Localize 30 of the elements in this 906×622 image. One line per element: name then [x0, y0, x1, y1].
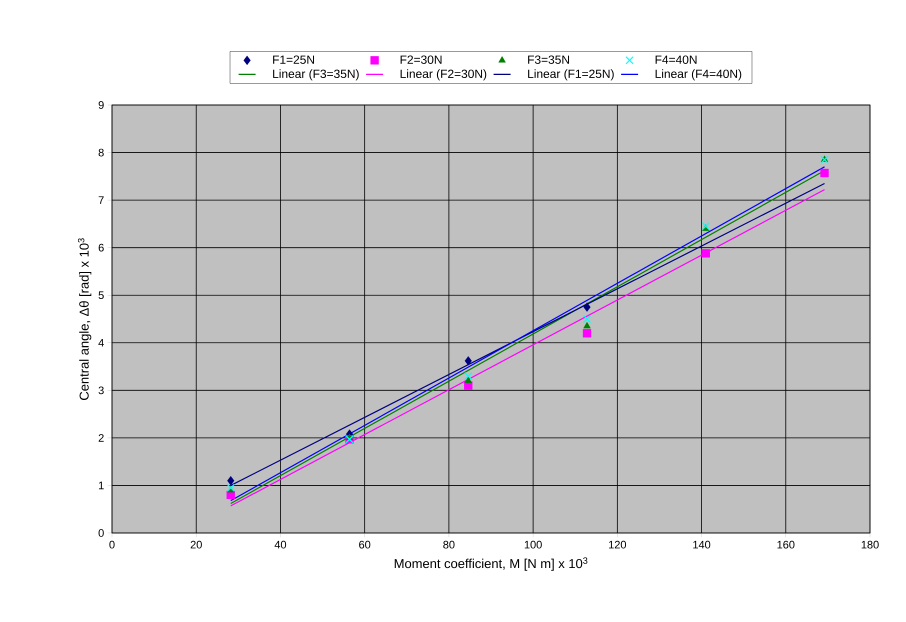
- legend-label: Linear (F1=25N): [528, 69, 614, 80]
- x-tick-label: 20: [190, 540, 202, 549]
- legend-label: Linear (F4=40N): [656, 69, 742, 80]
- x-tick-label: 140: [693, 540, 710, 549]
- x-tick-label: 120: [609, 540, 626, 549]
- y-tick-label: 2: [98, 434, 104, 442]
- x-tick-label: 160: [777, 540, 794, 549]
- x-tick-label: 100: [524, 540, 542, 549]
- x-tick-label: 0: [109, 540, 115, 549]
- y-tick-label: 3: [98, 386, 104, 394]
- x-axis-title: Moment coefficient, M [N m] x 10$^{3}$: [394, 557, 588, 571]
- x-tick-label: 60: [359, 540, 370, 549]
- x-tick-label: 80: [443, 540, 455, 549]
- y-axis-title: Central angle, Δθ [rad] x 10$^{3}$: [78, 238, 92, 400]
- y-tick-label: 4: [98, 339, 104, 347]
- y-tick-label: 0: [98, 529, 104, 537]
- y-tick-label: 8: [98, 148, 104, 156]
- y-tick-label: 5: [98, 291, 104, 300]
- x-tick-label: 180: [862, 540, 879, 549]
- legend-label: F2=30N: [400, 55, 442, 64]
- legend-label: F1=25N: [273, 55, 314, 64]
- y-tick-label: 1: [98, 482, 104, 490]
- y-tick-label: 7: [98, 196, 104, 204]
- x-tick-label: 40: [274, 540, 286, 549]
- legend-label: Linear (F3=35N): [273, 69, 359, 80]
- y-tick-label: 9: [98, 101, 104, 109]
- legend-label: F3=35N: [528, 55, 570, 64]
- legend-label: Linear (F2=30N): [400, 69, 486, 80]
- legend-label: F4=40N: [656, 55, 697, 64]
- y-tick-label: 6: [98, 244, 104, 252]
